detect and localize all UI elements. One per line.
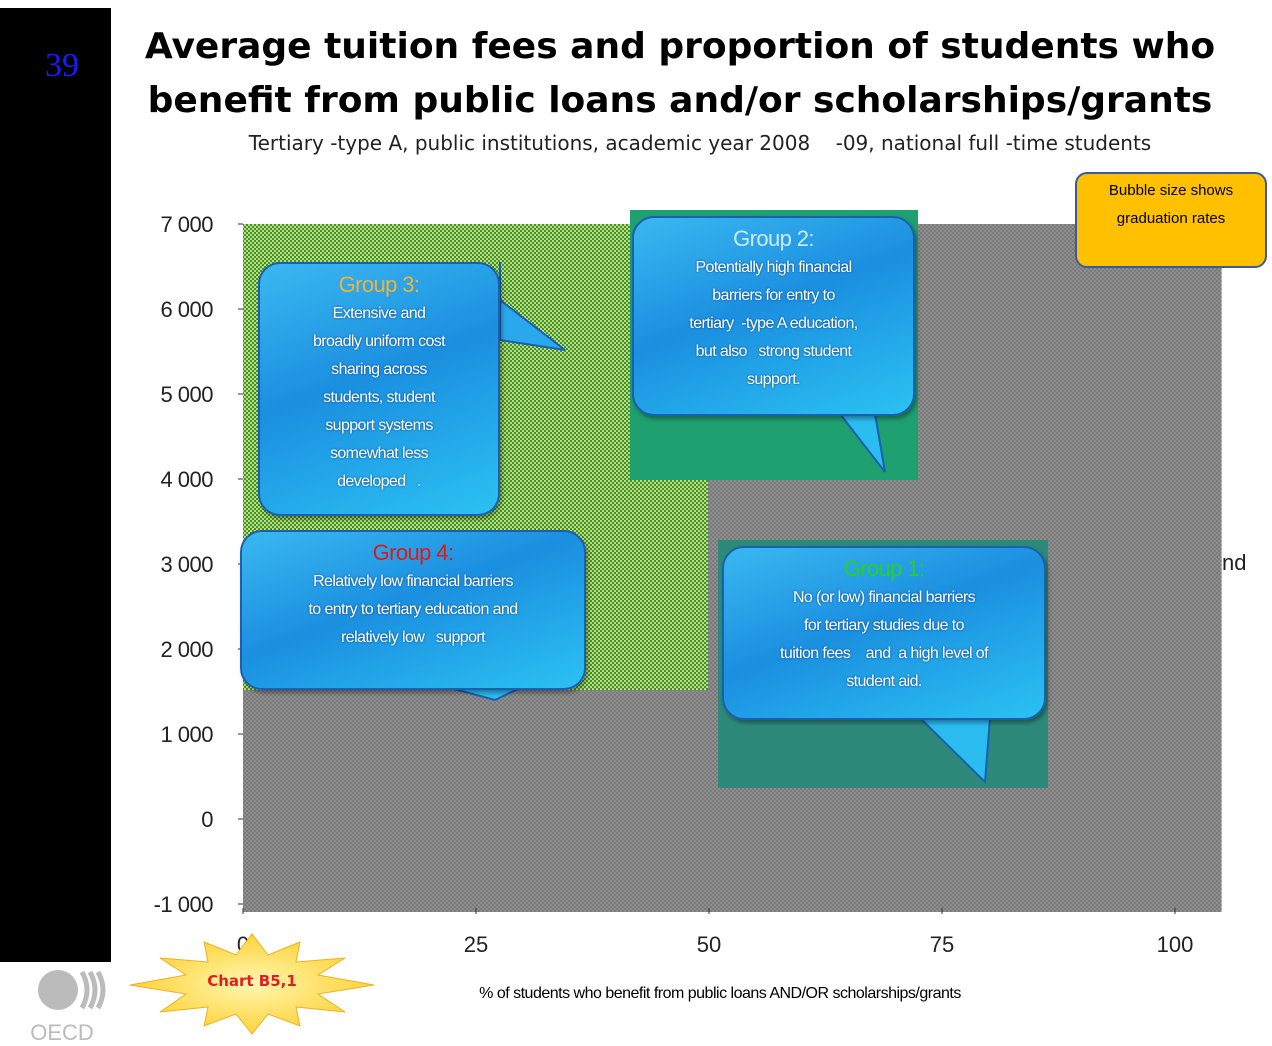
y-tick-label: 1 000: [160, 722, 213, 747]
callout-line: tuition fees and a high level of: [724, 640, 1044, 668]
badge: Chart B5,1: [130, 934, 374, 1034]
y-tick-label: 0: [201, 807, 213, 832]
callout: Group 4:Relatively low financial barrier…: [240, 530, 586, 690]
y-tick-label: 4 000: [160, 467, 213, 492]
x-tick-label: 50: [697, 932, 721, 957]
y-tick-label: 2 000: [160, 637, 213, 662]
callout-line: tertiary -type A education,: [634, 310, 913, 338]
oecd-logo: OECD: [30, 970, 103, 1045]
callout-line: developed .: [260, 468, 498, 496]
callout-title: Group 2:: [634, 224, 913, 254]
badge-text: Chart B5,1: [207, 972, 297, 990]
callout-line: broadly uniform cost: [260, 328, 498, 356]
callout-line: No (or low) financial barriers: [724, 584, 1044, 612]
callout-line: relatively low support: [242, 624, 584, 652]
callout-line: support.: [634, 366, 913, 394]
y-tick-label: 3 000: [160, 552, 213, 577]
slide-number: 39: [45, 47, 79, 84]
callout-line: barriers for entry to: [634, 282, 913, 310]
sidebar: [0, 8, 111, 962]
note: Bubble size shows graduation rates: [1075, 172, 1267, 268]
x-axis-label: % of students who benefit from public lo…: [479, 985, 961, 1002]
callout-title: Group 3:: [260, 270, 498, 300]
slide: 39 OECD Average tuition fees and proport…: [0, 0, 1272, 1046]
callout-title: Group 4:: [242, 538, 584, 568]
callout-title: Group 1:: [724, 554, 1044, 584]
y-tick-label: 5 000: [160, 382, 213, 407]
page: {"slide_number": "39", "logo": "OECD", "…: [0, 0, 1272, 1046]
x-tick-label: 100: [1157, 932, 1194, 957]
callout-line: Relatively low financial barriers: [242, 568, 584, 596]
partial-text: nd: [1222, 550, 1246, 575]
callout-line: for tertiary studies due to: [724, 612, 1044, 640]
y-tick-label: 7 000: [160, 212, 213, 237]
callout-line: to entry to tertiary education and: [242, 596, 584, 624]
logo-text: OECD: [30, 1020, 94, 1045]
chart-title: Average tuition fees and proportion of s…: [145, 26, 1215, 121]
callout-line: students, student: [260, 384, 498, 412]
chart-subtitle: Tertiary -type A, public institutions, a…: [248, 131, 1151, 155]
callout-line: support systems: [260, 412, 498, 440]
callout-line: sharing across: [260, 356, 498, 384]
callout-line: student aid.: [724, 668, 1044, 696]
callout-line: but also strong student: [634, 338, 913, 366]
callout-line: somewhat less: [260, 440, 498, 468]
y-tick-label: -1 000: [154, 892, 214, 917]
callout-line: Extensive and: [260, 300, 498, 328]
y-tick-label: 6 000: [160, 297, 213, 322]
x-tick-label: 75: [930, 932, 954, 957]
x-tick-label: 25: [464, 932, 488, 957]
callout-line: Potentially high financial: [634, 254, 913, 282]
